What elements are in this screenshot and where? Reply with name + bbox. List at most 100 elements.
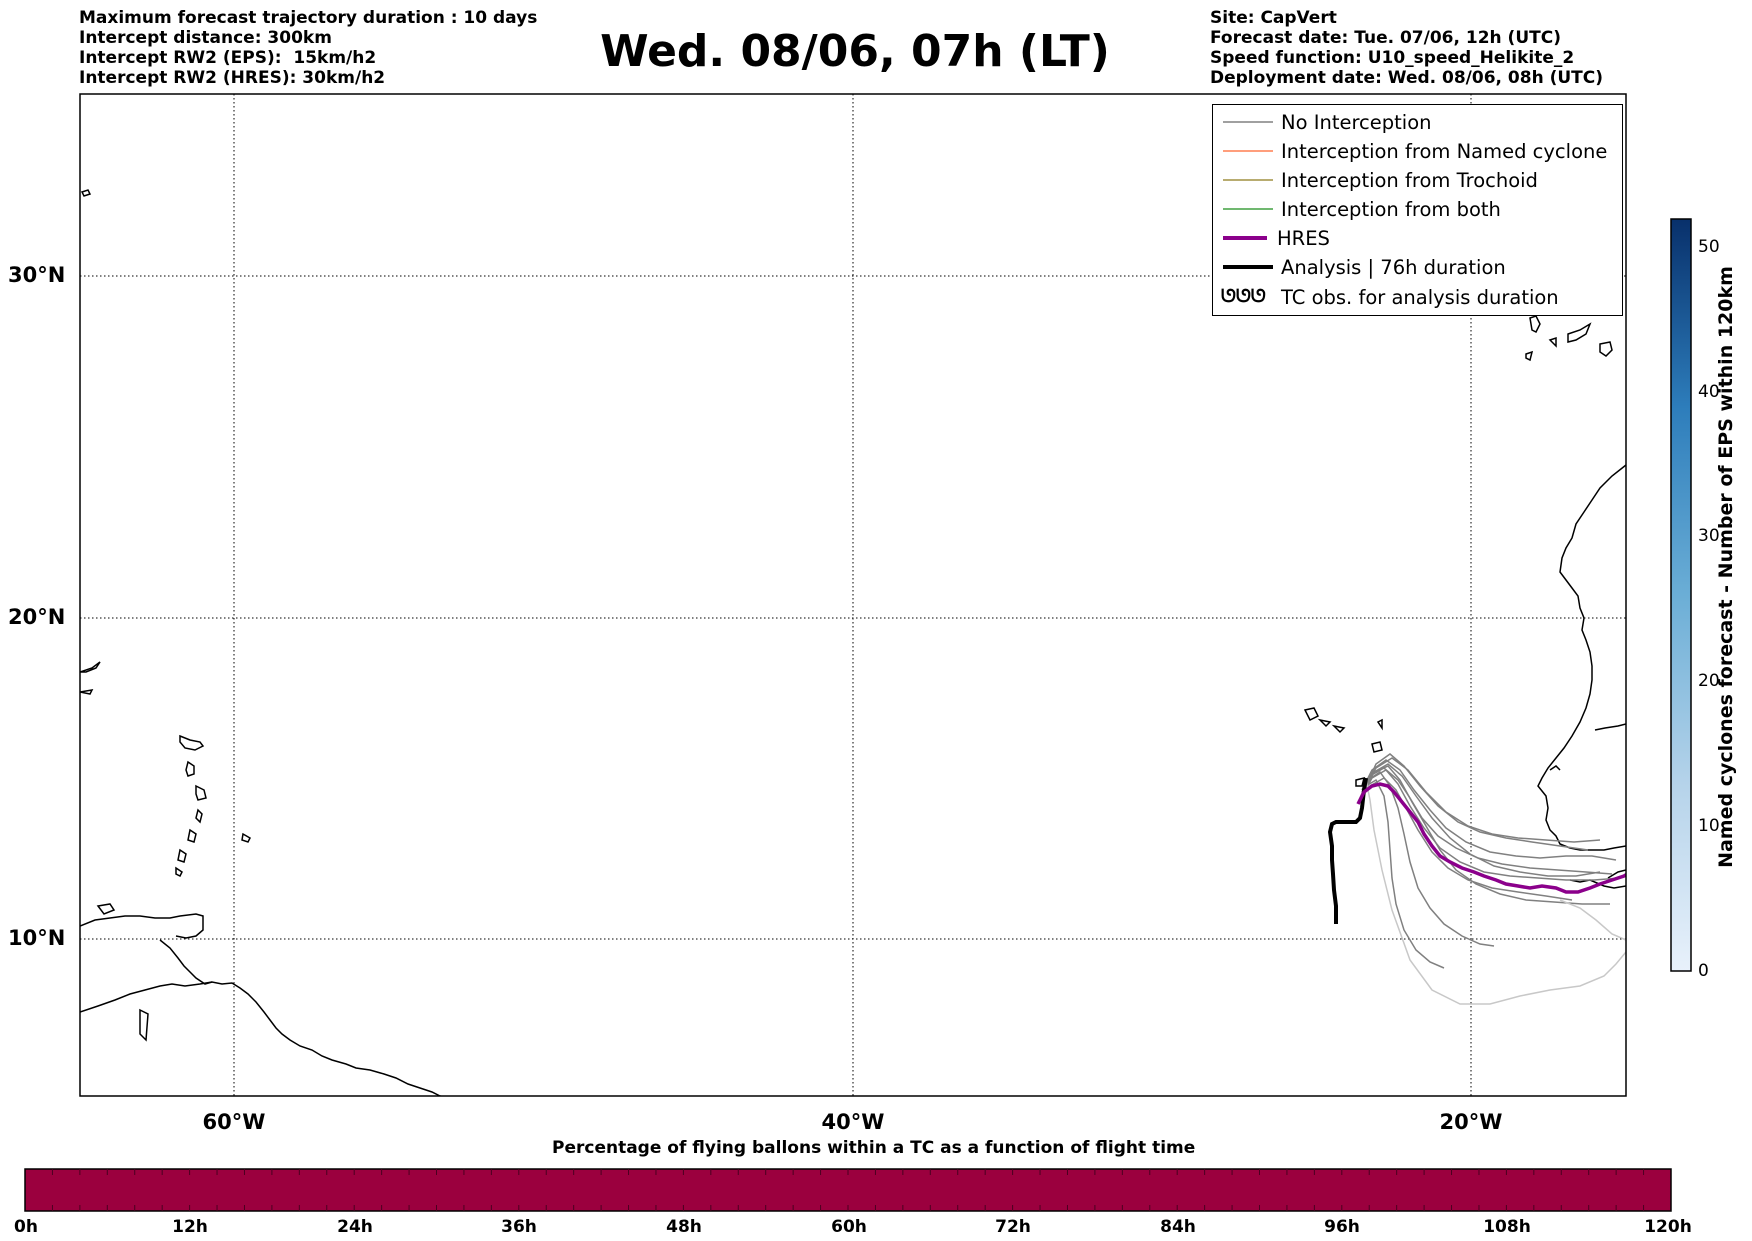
legend-label-analysis: Analysis | 76h duration [1281, 256, 1506, 279]
flight-time-bar-fill [24, 1168, 1672, 1212]
legend-label-both: Interception from both [1281, 198, 1501, 221]
coast-island-10 [80, 689, 94, 695]
colorbar-vertical-label: Named cyclones forecast - Number of EPS … [1715, 266, 1737, 868]
lat-label-10: 10°N [8, 926, 66, 950]
info-left: Maximum forecast trajectory duration : 1… [79, 8, 537, 88]
lat-label-30: 30°N [8, 263, 66, 287]
legend-label-trochoid: Interception from Trochoid [1281, 169, 1538, 192]
analysis-track [1327, 777, 1368, 924]
coast-south-america [80, 981, 445, 1096]
legend-item-named-cyclone: Interception from Named cyclone [1219, 139, 1619, 163]
colorbar-tick-40: 40 [1698, 382, 1720, 402]
coast-cape-verde-2 [1317, 718, 1332, 728]
coast-trinidad [80, 913, 204, 939]
lon-label-20: 20°W [1439, 1110, 1503, 1134]
legend-item-trochoid: Interception from Trochoid [1219, 168, 1619, 192]
coast-canary-2 [1567, 322, 1592, 343]
eps-trajectories [1359, 753, 1626, 1005]
coast-island-12 [1607, 869, 1626, 879]
coast-canary-5 [1525, 350, 1534, 362]
flight-time-tick-72h: 72h [995, 1217, 1031, 1237]
info-left-line-3: Intercept RW2 (EPS): 15km/h2 [79, 48, 377, 68]
legend-swatch-both [1223, 208, 1273, 210]
legend-item-no-interception: No Interception [1219, 110, 1619, 134]
colorbar-tick-20: 20 [1698, 671, 1720, 691]
eps-trajectory [1363, 763, 1601, 877]
flight-time-tick-120h: 120h [1644, 1217, 1692, 1237]
coast-gambia-detail [1594, 723, 1626, 731]
info-right: Site: CapVert Forecast date: Tue. 07/06,… [1210, 8, 1603, 88]
info-left-line-2: Intercept distance: 300km [79, 28, 332, 48]
eps-trajectory-light [1365, 779, 1626, 1005]
eps-trajectory [1359, 770, 1495, 947]
coast-cape-verde-4 [1376, 718, 1383, 731]
hres-track [1356, 782, 1626, 894]
eps-trajectory [1359, 778, 1445, 969]
coast-island-6 [175, 866, 183, 878]
flight-time-tick-84h: 84h [1160, 1217, 1196, 1237]
coast-guinea-detail [1569, 879, 1626, 889]
coast-cape-verde-6 [1371, 741, 1383, 753]
tc-obs-icon: ᘎᘎᘎ [1221, 286, 1266, 307]
coast-west-africa [1537, 464, 1626, 851]
colorbar-vertical [1670, 218, 1692, 972]
flight-time-tick-108h: 108h [1483, 1217, 1531, 1237]
legend-item-tc-obs: ᘎᘎᘎ TC obs. for analysis duration [1219, 285, 1619, 309]
legend-swatch-analysis [1223, 265, 1273, 269]
lat-label-20: 20°N [8, 605, 66, 629]
info-right-line-3: Speed function: U10_speed_Helikite_2 [1210, 48, 1575, 68]
lon-label-60: 60°W [202, 1110, 266, 1134]
flight-time-tick-0h: 0h [14, 1217, 38, 1237]
coast-canary-4 [1548, 336, 1557, 348]
legend-label-no-interception: No Interception [1281, 111, 1432, 134]
legend-swatch-no-interception [1223, 121, 1273, 123]
colorbar-tick-30: 30 [1698, 526, 1720, 546]
legend-item-analysis: Analysis | 76h duration [1219, 255, 1619, 279]
coast-island-1 [185, 760, 195, 777]
coast-cape-verde-5 [1355, 776, 1366, 787]
coast-island-2 [195, 784, 207, 801]
legend-swatch-hres [1223, 236, 1267, 240]
coast-gulf-detail [1549, 765, 1561, 771]
coast-canary-3 [1599, 341, 1613, 357]
coast-canary-1 [1529, 315, 1541, 334]
colorbar-tick-10: 10 [1698, 816, 1720, 836]
info-left-line-4: Intercept RW2 (HRES): 30km/h2 [79, 68, 386, 88]
colorbar-tick-0: 0 [1698, 961, 1709, 981]
coast-cape-verde-3 [1331, 724, 1346, 734]
coast-island-4 [187, 828, 197, 843]
info-right-line-1: Site: CapVert [1210, 8, 1337, 28]
page-title: Wed. 08/06, 07h (LT) [600, 26, 1110, 77]
eps-trajectory [1363, 757, 1601, 843]
info-right-line-2: Forecast date: Tue. 07/06, 12h (UTC) [1210, 28, 1561, 48]
eps-trajectory [1361, 769, 1621, 881]
legend-item-both: Interception from both [1219, 197, 1619, 221]
coast-island-7 [241, 832, 251, 843]
coast-cape-verde-1 [1303, 707, 1320, 722]
coast-venezuela-peninsula [159, 939, 213, 985]
info-left-line-1: Maximum forecast trajectory duration : 1… [79, 8, 538, 28]
map-frame [79, 93, 1627, 1097]
legend-swatch-trochoid [1223, 179, 1273, 181]
coast-island-8 [96, 903, 116, 915]
map-legend: No Interception Interception from Named … [1212, 104, 1623, 316]
flight-time-tick-36h: 36h [501, 1217, 537, 1237]
legend-swatch-named-cyclone [1223, 150, 1273, 152]
coast-puerto-rico [80, 661, 101, 673]
flight-time-bar [24, 1168, 1672, 1212]
flight-time-tick-96h: 96h [1324, 1217, 1360, 1237]
colorbar-vertical-fill [1670, 218, 1692, 972]
lon-label-40: 40°W [821, 1110, 885, 1134]
coast-island-5 [177, 848, 187, 863]
legend-label-named-cyclone: Interception from Named cyclone [1281, 140, 1608, 163]
flight-time-bar-title: Percentage of flying ballons within a TC… [552, 1138, 1196, 1158]
coast-island-3 [195, 808, 203, 824]
info-right-line-4: Deployment date: Wed. 08/06, 08h (UTC) [1210, 68, 1604, 88]
eps-trajectory [1361, 759, 1617, 861]
eps-trajectory-light [1559, 899, 1626, 941]
coast-island-11 [80, 189, 92, 197]
flight-time-tick-60h: 60h [831, 1217, 867, 1237]
legend-label-hres: HRES [1277, 227, 1330, 250]
legend-label-tc-obs: TC obs. for analysis duration [1281, 286, 1559, 309]
coast-lesser-antilles [179, 734, 205, 751]
